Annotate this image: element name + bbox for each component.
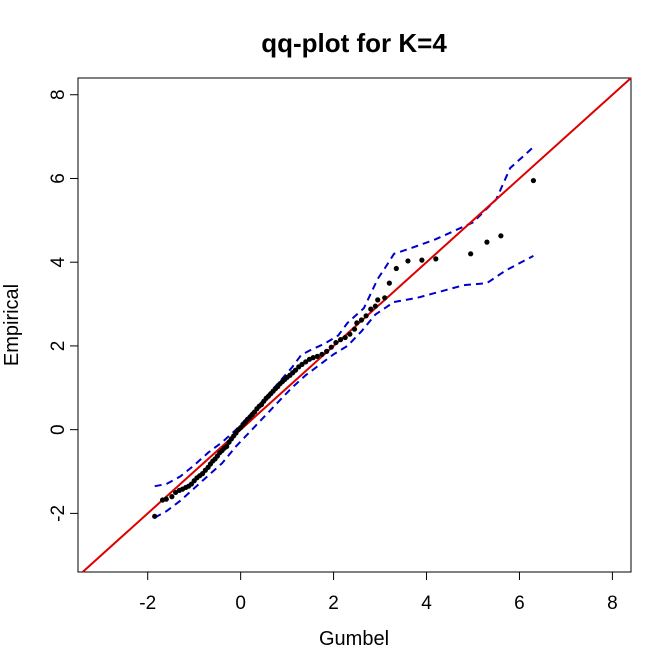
data-point	[484, 239, 490, 245]
y-tick-label: 2	[48, 341, 69, 352]
x-axis-label: Gumbel	[319, 628, 389, 650]
y-axis-label: Empirical	[1, 284, 23, 366]
data-point	[433, 256, 439, 262]
data-point	[358, 317, 365, 323]
data-point	[354, 320, 360, 326]
x-tick-label: 8	[607, 593, 618, 614]
data-point	[324, 348, 330, 354]
data-point	[224, 443, 230, 450]
data-point	[419, 257, 425, 263]
data-point	[498, 233, 504, 239]
x-tick-label: 2	[328, 593, 339, 614]
data-point	[163, 496, 169, 502]
y-tick-label: 4	[48, 256, 69, 267]
x-tick-label: -2	[139, 593, 156, 614]
x-tick-label: 0	[235, 593, 246, 614]
data-point	[468, 251, 474, 257]
data-point	[152, 513, 158, 519]
data-point	[314, 353, 320, 359]
chart-title: qq-plot for K=4	[261, 28, 447, 58]
y-tick-label: -2	[48, 505, 69, 522]
upper-confidence-band	[154, 146, 535, 488]
data-point	[310, 355, 316, 361]
data-point	[342, 334, 348, 341]
y-axis: -2 0 2 4 6 8	[48, 89, 79, 522]
data-point	[530, 177, 537, 184]
data-point	[386, 280, 392, 286]
data-point	[333, 339, 339, 346]
data-point	[372, 303, 379, 309]
data-point	[405, 258, 411, 264]
data-point	[169, 494, 175, 500]
data-point	[363, 313, 369, 319]
y-tick-label: 0	[48, 424, 69, 435]
data-point	[382, 295, 388, 301]
x-tick-label: 6	[514, 593, 525, 614]
data-point	[299, 361, 305, 367]
data-point	[368, 306, 374, 312]
lower-confidence-band	[154, 255, 534, 519]
data-point	[351, 326, 358, 332]
plot-area	[81, 77, 632, 573]
data-point	[375, 297, 381, 303]
x-tick-label: 4	[421, 593, 432, 614]
data-point	[303, 359, 309, 365]
data-point	[347, 331, 353, 337]
data-point	[328, 344, 334, 350]
y-tick-label: 6	[48, 173, 69, 184]
x-axis: -2 0 2 4 6 8	[139, 571, 618, 614]
data-point	[393, 265, 399, 272]
data-point	[292, 367, 299, 373]
data-point	[337, 337, 344, 343]
y-tick-label: 8	[48, 89, 69, 100]
data-point	[319, 351, 325, 357]
